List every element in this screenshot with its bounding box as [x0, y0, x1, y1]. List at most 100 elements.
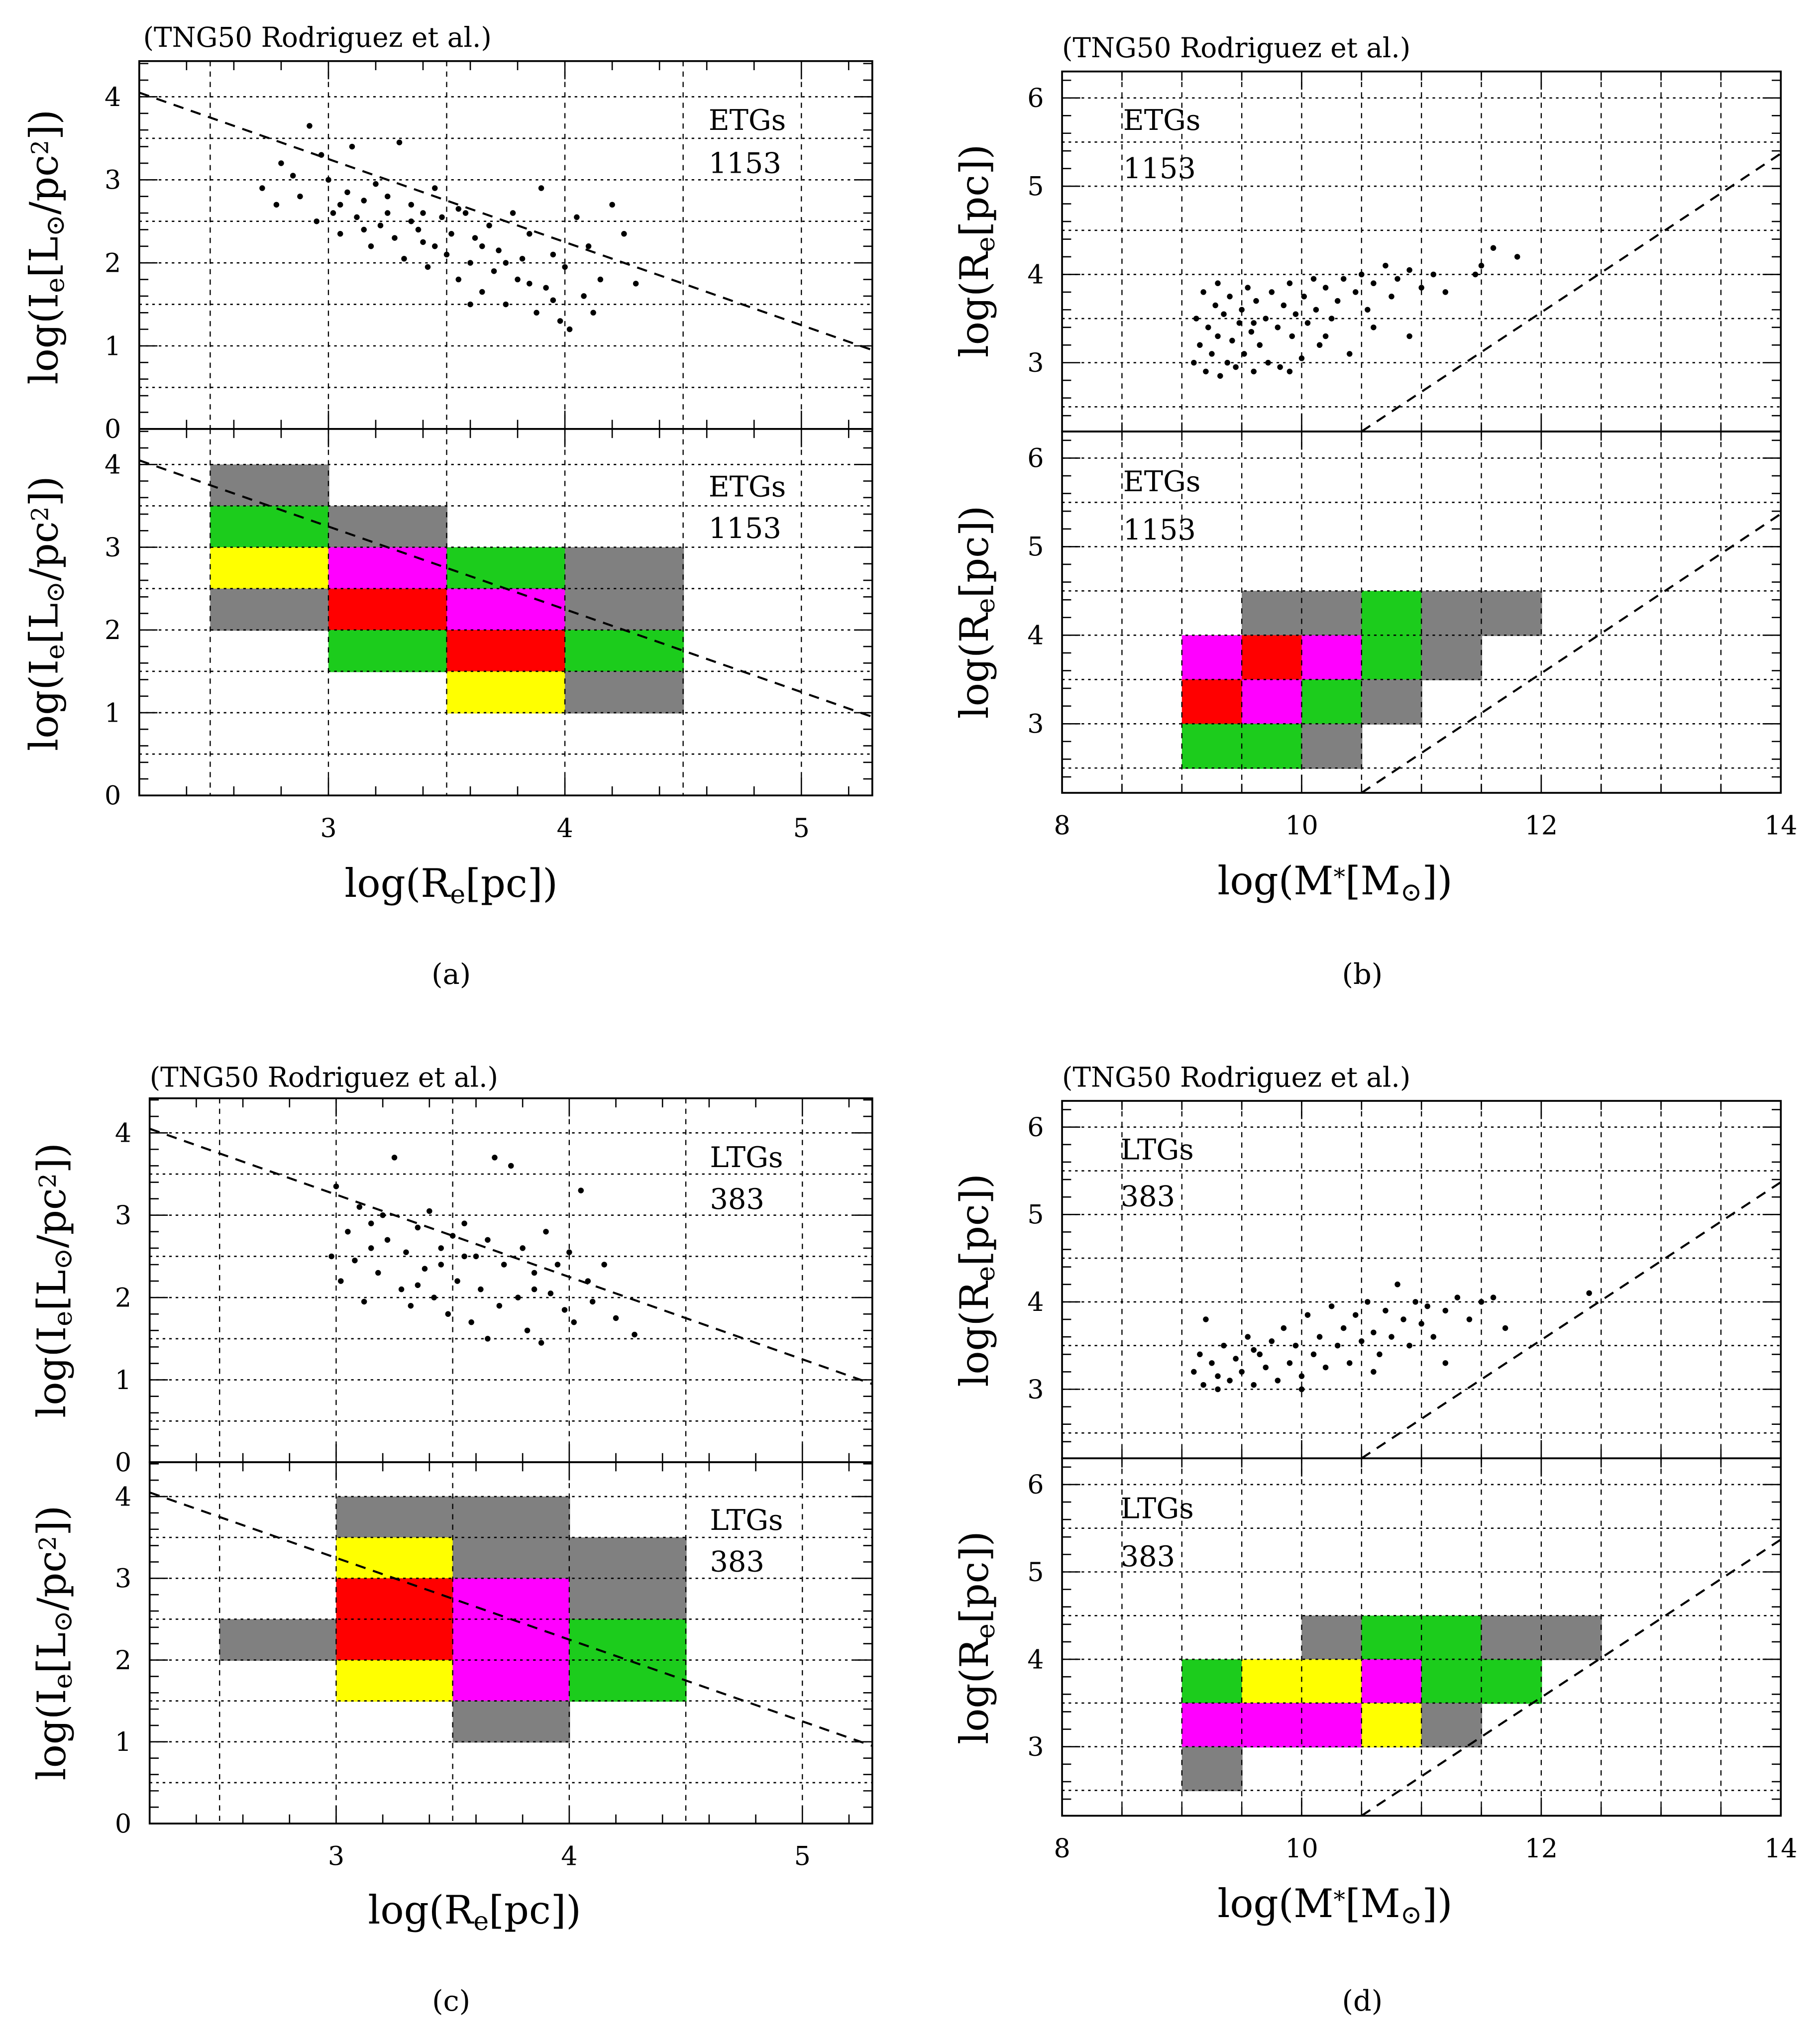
scatter-subplot: 3 4 5 6 log(Re[pc]) [952, 1100, 1782, 1460]
y-tick-label: 4 [105, 83, 121, 112]
label-part: ⊙ [40, 581, 70, 603]
scatter-point [1215, 333, 1221, 339]
scatter-point [384, 210, 391, 216]
x-tick-label: 10 [1285, 811, 1318, 841]
scatter-point [1257, 342, 1263, 348]
x-tick-label: 3 [320, 814, 336, 844]
heatmap-cell-green [1421, 1659, 1483, 1704]
sample-count: 1153 [1123, 513, 1196, 546]
scatter-point [345, 1229, 351, 1235]
scatter-point [496, 1302, 503, 1309]
heatmap-cell-yellow [1301, 1659, 1363, 1704]
heatmap-cell-gray [1301, 1615, 1363, 1660]
y-tick-label: 1 [105, 698, 121, 728]
plot-area [138, 428, 873, 797]
scatter-point [492, 1155, 498, 1161]
label-part: /pc [21, 521, 67, 581]
scatter-point [1209, 1360, 1215, 1366]
heatmap-cell-gray [452, 1537, 570, 1579]
scatter-point [337, 202, 343, 208]
heatmap-cell-green [565, 630, 684, 672]
heatmap-cell-green [1421, 1615, 1483, 1660]
scatter-point [1365, 1299, 1371, 1305]
scatter-point [524, 1327, 531, 1334]
label-part: 2 [26, 140, 54, 155]
scatter-point [333, 1183, 339, 1189]
scatter-point [1316, 1334, 1323, 1340]
label-part: e [48, 1311, 78, 1326]
y-axis-label: log(Re[pc]) [952, 1174, 1001, 1387]
panel-caption: (a) [431, 958, 471, 991]
scatter-point [1193, 316, 1199, 322]
sample-label: LTGs [1121, 1492, 1194, 1525]
heatmap-cell-gray [1421, 635, 1483, 680]
heatmap-cell-green [1361, 1615, 1422, 1660]
scatter-point [415, 226, 422, 233]
x-tick-label: 12 [1525, 811, 1558, 841]
y-axis-label: log(Re[pc]) [952, 1531, 1001, 1744]
x-tick-label: 8 [1054, 811, 1070, 841]
sample-label: ETGs [1123, 465, 1201, 498]
scatter-point [566, 1249, 572, 1255]
heatmap-cell-gray [1421, 591, 1483, 636]
scatter-point [1275, 1378, 1281, 1384]
scatter-point [1394, 1282, 1400, 1287]
scatter-point [1340, 1325, 1347, 1331]
scatter-point [1221, 1342, 1227, 1349]
panel-b: (TNG50 Rodriguez et al.) ETGs 1153 ETGs … [952, 32, 1797, 991]
scatter-point [1298, 1386, 1305, 1393]
heatmap-cell-gray [452, 1701, 570, 1743]
x-tick-label: 4 [556, 814, 573, 844]
plot-area [1061, 1100, 1782, 1460]
scatter-point [1248, 328, 1255, 335]
label-part: 2 [34, 1173, 62, 1188]
plot-area [148, 1461, 873, 1824]
scatter-point [384, 193, 391, 200]
scatter-point [597, 276, 604, 283]
heatmap-cell-gray [565, 671, 684, 714]
heatmap-cell-gray [219, 1619, 337, 1661]
label-part: e [48, 1674, 78, 1689]
x-tick-label: 10 [1285, 1834, 1318, 1864]
scatter-point [448, 231, 454, 237]
label-part: log(I [29, 1326, 75, 1418]
sample-count: 383 [1121, 1180, 1176, 1213]
panel-caption: (d) [1342, 1984, 1383, 2018]
panel-c: (TNG50 Rodriguez et al.) LTGs 383 LTGs 3… [29, 1061, 873, 2018]
label-part: e [971, 598, 1001, 614]
scatter-point [1514, 254, 1520, 260]
scatter-point [1322, 285, 1329, 291]
heatmap-cell-yellow [210, 547, 329, 590]
heatmap-cell-gray [565, 588, 684, 631]
y-axis-label: log(Re[pc]) [952, 506, 1001, 719]
scatter-point [338, 1278, 344, 1284]
y-tick-label: 3 [115, 1564, 131, 1594]
heatmap-cell-yellow [336, 1660, 454, 1702]
scatter-point [1253, 298, 1259, 304]
scatter-point [259, 185, 265, 191]
label-part: log(M [1217, 1881, 1333, 1927]
scatter-point [1221, 311, 1227, 317]
heatmap-cell-gray [1481, 1615, 1542, 1660]
x-tick-label: 12 [1525, 1834, 1558, 1864]
scatter-point [1340, 276, 1347, 282]
x-axis-label: log(M*[M⊙]) [1217, 858, 1452, 907]
scatter-point [1203, 368, 1209, 375]
scatter-point [349, 143, 355, 150]
scatter-point [432, 185, 438, 191]
scatter-point [1215, 1386, 1221, 1393]
y-tick-label: 4 [115, 1119, 131, 1149]
y-tick-label: 5 [1027, 172, 1044, 202]
scatter-point [1406, 267, 1412, 273]
scatter-point [1371, 280, 1377, 286]
scatter-point [609, 202, 615, 208]
scatter-point [278, 160, 284, 166]
scatter-point [1286, 1360, 1293, 1366]
scatter-point [543, 285, 549, 291]
scatter-point [468, 1319, 474, 1325]
scatter-point [467, 301, 473, 308]
reference-dashed-line [1361, 513, 1782, 794]
scatter-point [1442, 1307, 1449, 1314]
scatter-point [496, 247, 502, 253]
scatter-point [1334, 1342, 1341, 1349]
